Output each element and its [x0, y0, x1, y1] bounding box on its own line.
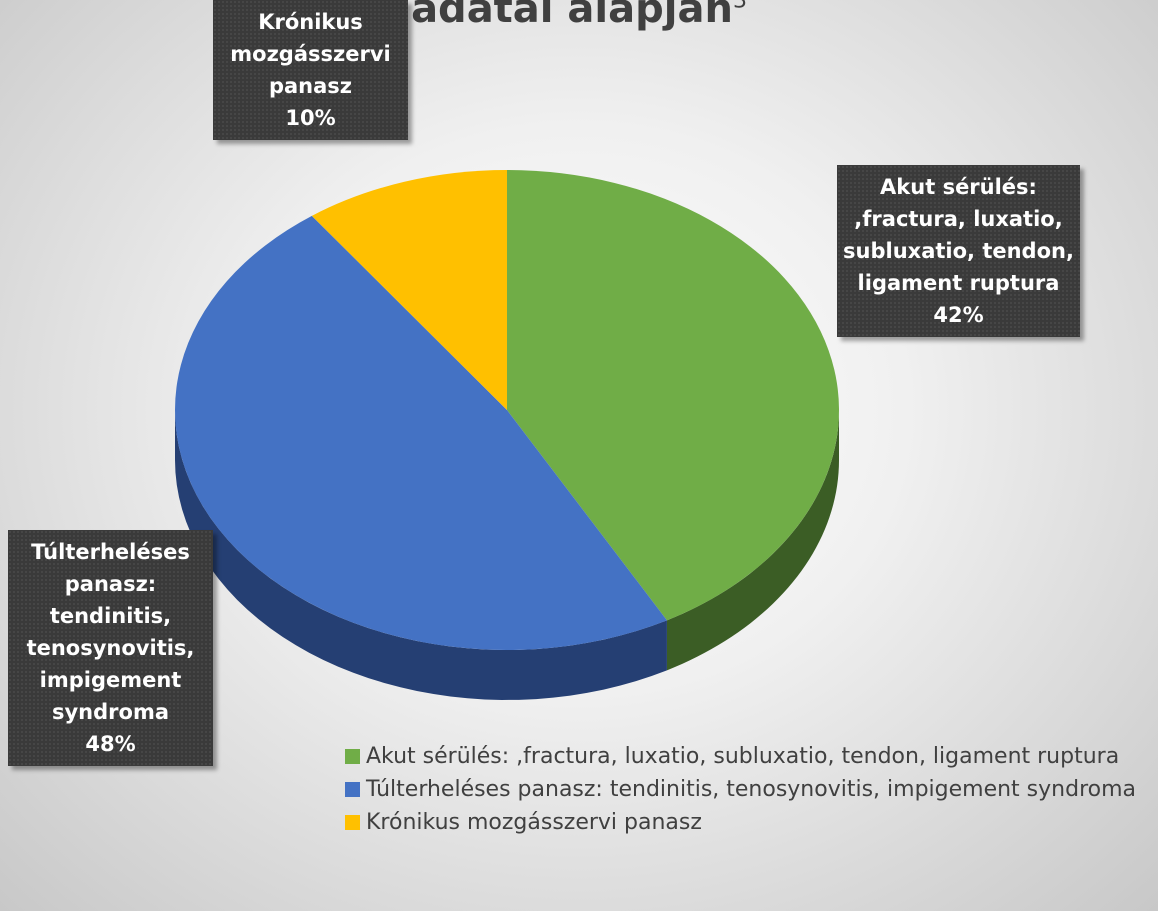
legend-label: Túlterheléses panasz: tendinitis, tenosy…	[366, 777, 1136, 802]
legend-label: Krónikus mozgásszervi panasz	[366, 810, 702, 835]
legend-item: Akut sérülés: ,fractura, luxatio, sublux…	[345, 740, 1155, 773]
data-label-value: 42%	[933, 303, 984, 327]
pie-slice	[174, 215, 667, 651]
legend-swatch	[345, 815, 360, 830]
legend-swatch	[345, 749, 360, 764]
data-label: Túlterheléses panasz: tendinitis, tenosy…	[8, 530, 213, 766]
pie-slice	[311, 170, 507, 410]
data-label: Akut sérülés: ,fractura, luxatio, sublux…	[837, 165, 1080, 337]
data-label-category: Krónikus mozgásszervi panasz	[230, 10, 391, 98]
pie-slice	[507, 170, 839, 621]
chart-title-wrap: adatai alapján3	[0, 0, 1158, 32]
legend-item: Túlterheléses panasz: tendinitis, tenosy…	[345, 773, 1155, 806]
pie-slice-side	[175, 410, 667, 700]
data-label-value: 48%	[85, 732, 136, 756]
legend-swatch	[345, 782, 360, 797]
data-label-category: Túlterheléses panasz: tendinitis, tenosy…	[26, 540, 195, 724]
legend-item: Krónikus mozgásszervi panasz	[345, 806, 1155, 839]
legend-label: Akut sérülés: ,fractura, luxatio, sublux…	[366, 744, 1120, 769]
data-label: Krónikus mozgásszervi panasz 10%	[213, 0, 408, 140]
title-superscript: 3	[732, 0, 747, 14]
legend: Akut sérülés: ,fractura, luxatio, sublux…	[345, 740, 1155, 839]
data-label-category: Akut sérülés: ,fractura, luxatio, sublux…	[843, 175, 1074, 295]
data-label-value: 10%	[285, 106, 336, 130]
chart-title: adatai alapján	[411, 0, 733, 32]
pie-slice-side	[666, 410, 839, 671]
